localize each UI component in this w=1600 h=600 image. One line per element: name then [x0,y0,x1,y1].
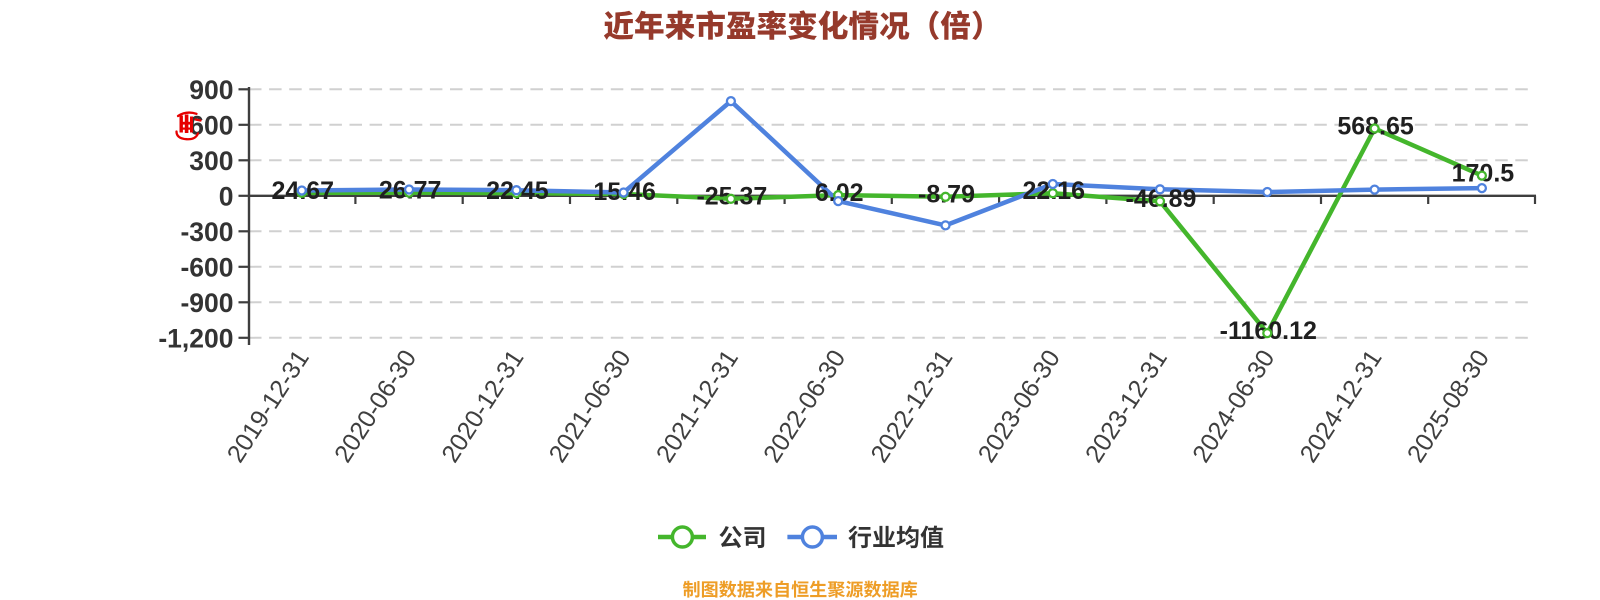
svg-text:900: 900 [189,75,233,105]
svg-text:300: 300 [189,146,233,176]
svg-text:-900: -900 [180,288,233,318]
svg-text:-600: -600 [180,252,233,282]
svg-text:0: 0 [219,181,234,211]
svg-text:-1,200: -1,200 [158,323,233,353]
svg-text:-300: -300 [180,217,233,247]
